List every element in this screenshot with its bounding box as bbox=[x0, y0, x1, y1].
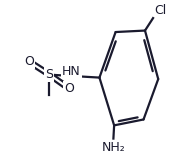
Text: O: O bbox=[64, 82, 74, 95]
Text: HN: HN bbox=[62, 65, 81, 78]
Text: Cl: Cl bbox=[154, 4, 166, 17]
Text: S: S bbox=[46, 68, 53, 81]
Text: NH₂: NH₂ bbox=[102, 141, 125, 154]
Text: O: O bbox=[24, 55, 34, 68]
